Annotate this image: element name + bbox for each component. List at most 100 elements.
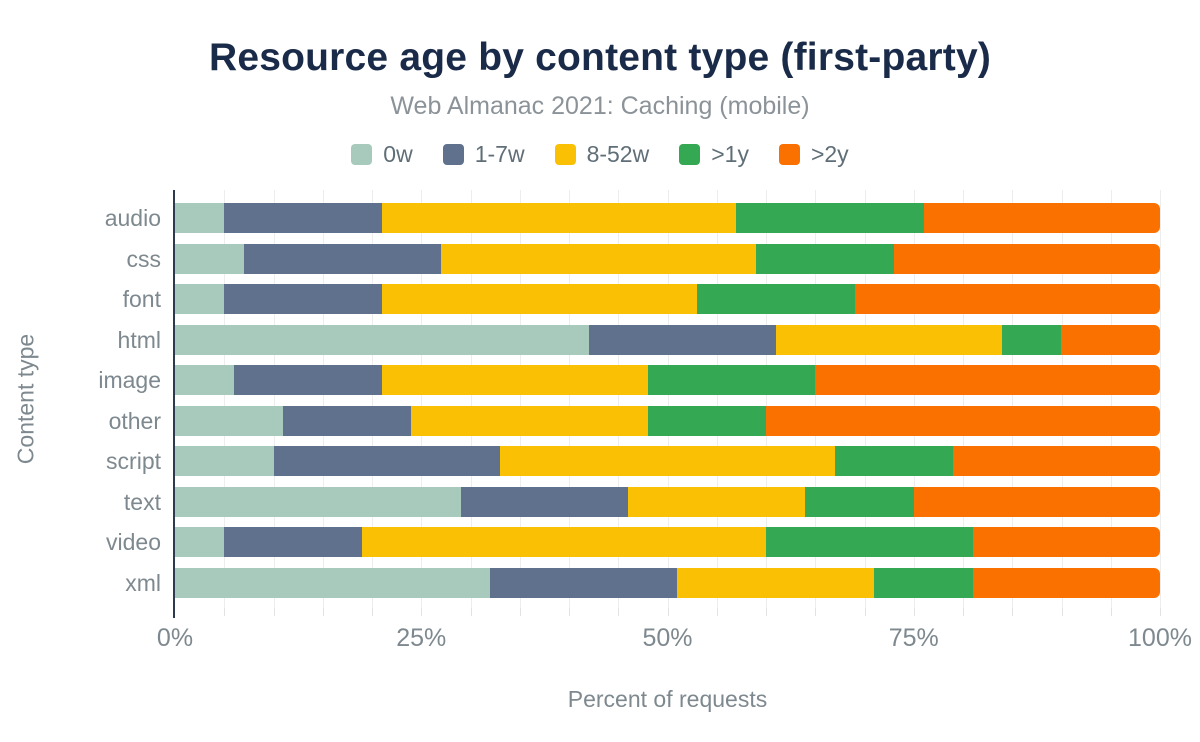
bar-segment-font-17w[interactable]: [224, 284, 382, 315]
legend-item-17w[interactable]: 1-7w: [442, 141, 525, 168]
bar-segment-video-2y[interactable]: [972, 527, 1160, 558]
legend-swatch-icon: [679, 144, 701, 165]
bar-segment-other-1y[interactable]: [647, 405, 766, 436]
bar-segment-font-1y[interactable]: [697, 284, 855, 315]
bar-row-html: html: [118, 324, 1160, 355]
x-axis-tick: [372, 608, 373, 616]
bar-segment-video-0w[interactable]: [175, 527, 225, 558]
legend-label: 1-7w: [474, 141, 525, 167]
bar-segment-image-1y[interactable]: [647, 365, 816, 396]
x-axis-tick: [766, 608, 767, 616]
gridline: [716, 190, 718, 608]
bar-segment-font-852w[interactable]: [381, 284, 698, 315]
stacked-bar: [175, 203, 1160, 233]
gridline: [273, 190, 275, 608]
x-tick-label: 0%: [156, 624, 194, 652]
category-label: script: [106, 448, 161, 475]
gridline: [618, 190, 620, 608]
bar-segment-text-17w[interactable]: [460, 486, 629, 517]
bar-segment-xml-2y[interactable]: [972, 567, 1160, 598]
category-label: video: [106, 529, 161, 556]
bar-segment-html-852w[interactable]: [775, 324, 1003, 355]
bar-segment-css-852w[interactable]: [440, 243, 757, 274]
category-label: other: [108, 407, 161, 434]
x-axis-tick: [519, 608, 521, 616]
gridline: [1012, 190, 1014, 608]
category-label: css: [126, 245, 162, 272]
bar-segment-text-0w[interactable]: [175, 486, 461, 517]
bar-segment-css-2y[interactable]: [894, 243, 1160, 274]
bar-segment-script-0w[interactable]: [175, 446, 274, 477]
bar-row-text: text: [124, 486, 1160, 517]
legend-swatch-icon: [351, 144, 373, 165]
x-axis-tick: [173, 608, 175, 618]
bar-segment-css-0w[interactable]: [175, 243, 244, 274]
bar-segment-audio-852w[interactable]: [381, 203, 737, 233]
gridline: [766, 190, 767, 608]
x-axis-tick: [273, 608, 275, 616]
bar-segment-script-1y[interactable]: [834, 446, 954, 477]
bar-segment-script-2y[interactable]: [953, 446, 1160, 477]
bar-segment-font-2y[interactable]: [854, 284, 1160, 315]
bar-segment-font-0w[interactable]: [175, 284, 225, 315]
bar-segment-audio-2y[interactable]: [923, 203, 1160, 233]
bar-segment-other-852w[interactable]: [411, 405, 648, 436]
bar-segment-text-852w[interactable]: [628, 486, 806, 517]
legend-label: 0w: [383, 141, 413, 167]
bar-segment-xml-0w[interactable]: [175, 567, 491, 598]
bar-row-xml: xml: [125, 567, 1160, 598]
x-axis-tick: [1110, 608, 1112, 616]
bar-segment-script-17w[interactable]: [273, 446, 501, 477]
gridline: [519, 190, 521, 608]
legend-label: >2y: [810, 141, 849, 167]
bar-segment-audio-1y[interactable]: [736, 203, 924, 233]
stacked-bar: [175, 567, 1160, 598]
bar-segment-html-1y[interactable]: [1002, 324, 1062, 355]
category-label: audio: [104, 205, 161, 231]
bar-segment-xml-852w[interactable]: [677, 567, 875, 598]
x-axis-tick: [569, 608, 570, 616]
bar-segment-html-17w[interactable]: [588, 324, 776, 355]
legend-item-1y[interactable]: >1y: [679, 141, 749, 168]
category-label: font: [122, 286, 161, 313]
bar-segment-xml-17w[interactable]: [490, 567, 678, 598]
bar-segment-css-1y[interactable]: [756, 243, 895, 274]
bar-segment-video-1y[interactable]: [765, 527, 973, 558]
stacked-bar: [175, 446, 1160, 477]
bar-segment-image-0w[interactable]: [175, 365, 235, 396]
legend-label: 8-52w: [586, 141, 650, 167]
bar-segment-text-1y[interactable]: [805, 486, 914, 517]
x-tick-label: 50%: [642, 624, 693, 652]
bar-segment-audio-17w[interactable]: [224, 203, 382, 233]
gridline: [1160, 190, 1161, 608]
x-axis-tick: [224, 608, 226, 616]
bar-segment-video-17w[interactable]: [224, 527, 363, 558]
bar-segment-video-852w[interactable]: [362, 527, 766, 558]
legend-item-2y[interactable]: >2y: [778, 141, 849, 168]
legend-swatch-icon: [554, 144, 576, 165]
bar-segment-image-852w[interactable]: [381, 365, 648, 396]
bar-segment-other-17w[interactable]: [283, 405, 412, 436]
legend-item-852w[interactable]: 8-52w: [554, 141, 650, 168]
legend-item-0w[interactable]: 0w: [351, 141, 413, 168]
x-axis-title: Percent of requests: [567, 686, 768, 712]
bar-segment-audio-0w[interactable]: [175, 203, 225, 233]
bar-segment-image-17w[interactable]: [234, 365, 382, 396]
bar-segment-image-2y[interactable]: [815, 365, 1160, 396]
bar-segment-text-2y[interactable]: [913, 486, 1160, 517]
bar-segment-other-2y[interactable]: [765, 405, 1160, 436]
legend-label: >1y: [711, 141, 749, 167]
bar-segment-html-2y[interactable]: [1061, 324, 1160, 355]
stacked-bar: [175, 324, 1160, 355]
gridline: [224, 190, 226, 608]
legend-swatch-icon: [442, 144, 464, 165]
x-axis-tick: [815, 608, 817, 616]
y-axis-line: [173, 190, 175, 618]
bar-segment-css-17w[interactable]: [243, 243, 441, 274]
bar-segment-script-852w[interactable]: [500, 446, 835, 477]
bar-segment-other-0w[interactable]: [175, 405, 284, 436]
x-tick-label: 100%: [1128, 624, 1192, 652]
gridline: [667, 190, 669, 608]
bar-segment-xml-1y[interactable]: [874, 567, 973, 598]
bar-segment-html-0w[interactable]: [175, 324, 589, 355]
